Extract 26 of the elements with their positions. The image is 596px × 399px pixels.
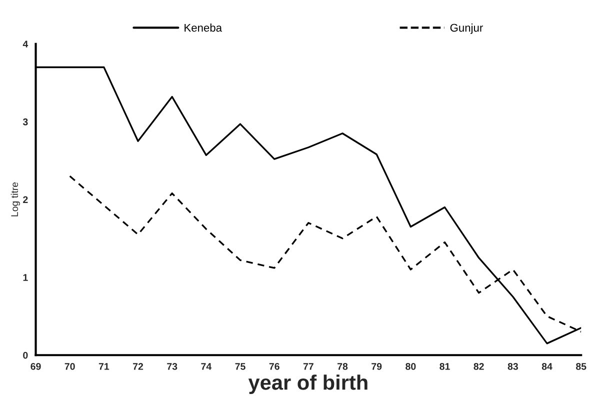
y-tick-label: 2 [23, 196, 28, 204]
x-tick-label: 84 [542, 363, 552, 370]
y-tick-label: 3 [22, 118, 28, 126]
legend-label: Gunjur [450, 24, 483, 34]
legend-label: Keneba [184, 24, 222, 32]
x-tick-label: 70 [64, 363, 75, 370]
x-tick-label: 74 [201, 363, 212, 370]
y-tick-label: 4 [22, 40, 28, 48]
x-tick-label: 77 [303, 363, 314, 370]
y-axis-title: Log titre [10, 182, 20, 216]
x-tick-label: 83 [508, 363, 518, 370]
x-tick-label: 81 [440, 363, 450, 370]
x-tick-label: 72 [133, 363, 144, 370]
x-tick-label: 79 [372, 363, 382, 370]
y-tick-label: 1 [23, 274, 28, 281]
x-axis-title: year of birth [248, 374, 368, 394]
x-tick-label: 69 [30, 363, 41, 370]
x-tick-label: 76 [269, 363, 280, 370]
x-tick-label: 73 [167, 363, 178, 370]
x-tick-label: 85 [576, 363, 586, 370]
x-tick-label: 82 [474, 363, 484, 370]
x-tick-label: 80 [406, 363, 416, 370]
x-tick-label: 71 [98, 363, 110, 370]
y-tick-label: 0 [23, 352, 28, 359]
x-tick-label: 75 [235, 363, 246, 370]
x-tick-label: 78 [338, 363, 348, 370]
